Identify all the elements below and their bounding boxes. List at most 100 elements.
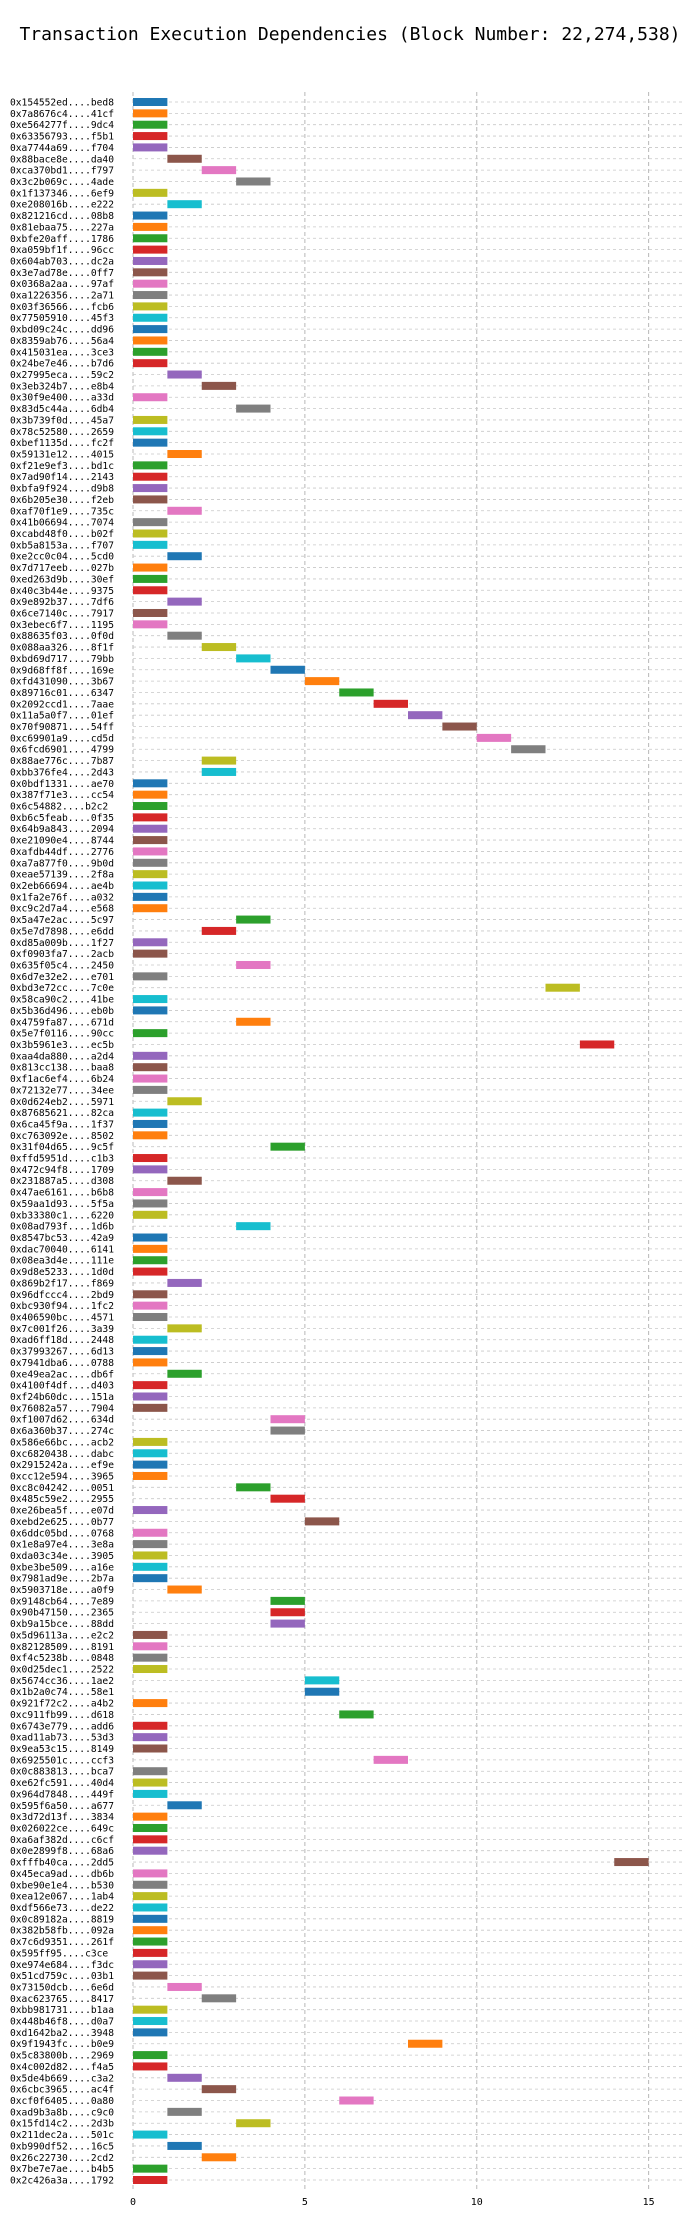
y-tick-label: 0x31f04d65....9c5f — [10, 1142, 114, 1153]
y-tick-label: 0x9ea53c15....8149 — [10, 1744, 114, 1755]
y-tick-label: 0x448b46f8....d0a7 — [10, 2017, 114, 2028]
y-tick-label: 0xf21e9ef3....bd1c — [10, 461, 114, 472]
transaction-bar — [133, 495, 168, 504]
transaction-bar — [167, 631, 202, 640]
y-tick-label: 0xd1642ba2....3948 — [10, 2028, 114, 2039]
y-tick-label: 0x5de4b669....c3a2 — [10, 2073, 114, 2084]
y-tick-label: 0xbd69d717....79bb — [10, 654, 114, 665]
transaction-bar — [133, 1244, 168, 1253]
y-tick-label: 0x813cc138....baa8 — [10, 1063, 114, 1074]
transaction-bar — [304, 677, 340, 686]
transaction-bar — [133, 2028, 168, 2037]
transaction-bar — [167, 370, 202, 379]
y-tick-label: 0x595f6a50....a677 — [10, 1801, 114, 1812]
transaction-bar — [133, 563, 168, 572]
transaction-bar — [270, 1619, 305, 1628]
transaction-bar — [133, 1506, 168, 1515]
y-tick-label: 0xeae57139....2f8a — [10, 870, 114, 881]
y-tick-label: 0x72132e77....34ee — [10, 1085, 114, 1096]
y-tick-label: 0x64b9a843....2094 — [10, 824, 114, 835]
y-tick-label: 0x70f90871....54ff — [10, 722, 114, 733]
y-tick-label: 0x24be7e46....b7d6 — [10, 359, 114, 370]
y-tick-label: 0x3b739f0d....45a7 — [10, 415, 114, 426]
y-tick-label: 0x30f9e400....a33d — [10, 393, 114, 404]
transaction-bar — [133, 245, 168, 254]
y-tick-label: 0x7a8676c4....41cf — [10, 109, 114, 120]
transaction-bar — [133, 1551, 168, 1560]
y-tick-label: 0xbd3e72cc....7c0e — [10, 983, 114, 994]
transaction-bar — [133, 1210, 168, 1219]
transaction-bar — [133, 1131, 168, 1140]
transaction-bar — [133, 256, 168, 265]
y-tick-label: 0x90b47150....2365 — [10, 1608, 114, 1619]
y-tick-label: 0x82128509....8191 — [10, 1642, 114, 1653]
y-tick-label: 0x08ea3d4e....111e — [10, 1256, 114, 1267]
transaction-bar — [133, 188, 168, 197]
y-tick-label: 0x6743e779....add6 — [10, 1721, 114, 1732]
transaction-bar — [236, 404, 271, 413]
transaction-bar — [133, 393, 168, 402]
y-tick-label: 0x7981ad9e....2b7a — [10, 1574, 114, 1585]
transaction-bar — [614, 1858, 649, 1867]
transaction-bar — [133, 1335, 168, 1344]
transaction-bar — [133, 1392, 168, 1401]
transaction-bar — [133, 2051, 168, 2060]
transaction-bar — [133, 1721, 168, 1730]
transaction-bar — [133, 1948, 168, 1957]
transaction-bar — [133, 608, 168, 617]
y-tick-label: 0xfd431090....3b67 — [10, 677, 114, 688]
transaction-bar — [133, 1823, 168, 1832]
y-tick-label: 0xbd09c24c....dd96 — [10, 325, 114, 336]
y-tick-label: 0xbe90e1e4....b530 — [10, 1880, 114, 1891]
transaction-bar — [167, 1097, 202, 1106]
y-tick-label: 0x0e2899f8....68a6 — [10, 1846, 114, 1857]
transaction-bar — [133, 461, 168, 470]
y-tick-label: 0xa059bf1f....96cc — [10, 245, 114, 256]
transaction-bar — [133, 790, 168, 799]
transaction-bar — [167, 1369, 202, 1378]
transaction-bar — [133, 1119, 168, 1128]
y-tick-label: 0xca370bd1....f797 — [10, 166, 114, 177]
y-tick-label: 0x77505910....45f3 — [10, 313, 114, 324]
transaction-bar — [133, 1914, 168, 1923]
transaction-bar — [167, 506, 202, 515]
y-tick-label: 0x5d96113a....e2c2 — [10, 1630, 114, 1641]
y-tick-label: 0x0bdf1331....ae70 — [10, 779, 114, 790]
y-tick-label: 0xc9c2d7a4....e568 — [10, 904, 114, 915]
y-tick-label: 0xa7a877f0....9b0d — [10, 858, 114, 869]
transaction-bar — [201, 166, 237, 175]
transaction-bar — [442, 722, 477, 731]
y-tick-label: 0xdac70040....6141 — [10, 1244, 114, 1255]
y-tick-label: 0x6fcd6901....4799 — [10, 745, 114, 756]
y-tick-label: 0x964d7848....449f — [10, 1789, 114, 1800]
transaction-bar — [133, 472, 168, 481]
transaction-bar — [133, 586, 168, 595]
y-tick-label: 0x5c83800b....2969 — [10, 2051, 114, 2062]
y-tick-label: 0xcf0f6405....0a80 — [10, 2096, 114, 2107]
y-tick-label: 0x5e7f0116....90cc — [10, 1029, 114, 1040]
y-tick-label: 0x08ad793f....1d6b — [10, 1222, 114, 1233]
transaction-bar — [167, 2107, 202, 2116]
transaction-bar — [133, 1960, 168, 1969]
y-tick-label: 0x5b36d496....eb0b — [10, 1006, 114, 1017]
transaction-bar — [133, 279, 168, 288]
transaction-bar — [201, 926, 237, 935]
transaction-bar — [133, 802, 168, 811]
transaction-bar — [133, 313, 168, 322]
transaction-bar — [236, 1483, 271, 1492]
y-tick-label: 0xbb376fe4....2d43 — [10, 767, 114, 778]
y-tick-label: 0xc8c04242....0051 — [10, 1483, 114, 1494]
y-tick-label: 0x96dfccc4....2bd9 — [10, 1290, 114, 1301]
transaction-bar — [133, 779, 168, 788]
y-tick-label: 0x8547bc53....42a9 — [10, 1233, 114, 1244]
transaction-bar — [133, 995, 168, 1004]
y-tick-label: 0x37993267....6d13 — [10, 1347, 114, 1358]
y-tick-label: 0xc6820438....dabc — [10, 1449, 114, 1460]
transaction-bar — [167, 1801, 202, 1810]
transaction-bar — [133, 620, 168, 629]
transaction-bar — [270, 665, 305, 674]
transaction-bar — [133, 836, 168, 845]
y-tick-label: 0x4c002d82....f4a5 — [10, 2062, 114, 2073]
y-tick-label: 0x4759fa87....671d — [10, 1017, 114, 1028]
transaction-bar — [270, 1426, 305, 1435]
